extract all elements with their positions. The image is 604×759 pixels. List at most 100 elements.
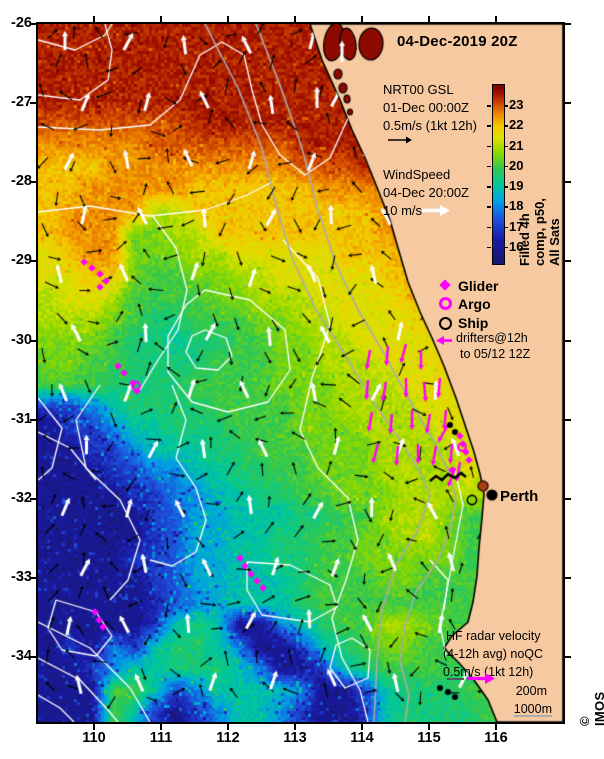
colorbar-tick-label: 22 [509,117,524,133]
colorbar-tick-label: 18 [509,198,524,214]
hf-legend-line3: 0.5m/s (1kt 12h) [443,665,534,679]
glider-legend-label: Glider [458,278,499,294]
map-title: 04-Dec-2019 20Z [397,33,518,50]
colorbar-tick [487,186,491,188]
colorbar-tick-label: 21 [509,137,524,153]
y-axis-label: -30 [11,331,32,348]
x-axis-tick [495,16,497,22]
x-axis-label: 110 [82,730,106,746]
y-axis-tick [565,260,571,263]
x-axis-tick [160,16,162,22]
x-axis-label: 112 [216,730,240,746]
x-axis-tick [227,16,229,22]
colorbar-tick [504,186,508,188]
colorbar-tick [487,125,491,127]
argo-symbol-icon [439,297,452,310]
y-axis-tick [565,418,571,421]
ship-legend-label: Ship [458,315,489,331]
y-axis-label: -33 [11,568,32,585]
isobath-200m-sample-line [447,678,464,680]
y-axis-tick [30,102,36,105]
y-axis-tick [565,497,571,500]
y-axis-tick [30,576,36,579]
drifter-legend-line2: to 05/12 12Z [460,347,531,361]
y-axis-label: -26 [11,15,32,31]
colorbar-tick [504,145,508,148]
colorbar-tick-label: 19 [509,178,524,194]
argo-legend-label: Argo [458,296,491,312]
x-axis-tick [93,16,95,22]
y-axis-tick [565,656,571,658]
gsl-scale-arrow-icon [388,136,412,144]
wind-legend-time: 04-Dec 20:00Z [383,185,469,200]
wind-legend-scale: 10 m/s [383,203,423,218]
x-axis-label: 113 [283,730,307,746]
colorbar-tick-label: 23 [509,97,524,113]
x-axis-label: 115 [417,730,441,746]
colorbar-tick [487,165,491,168]
colorbar-tick [504,246,508,249]
colorbar-tick-label: 20 [509,157,524,173]
y-axis-label: -28 [11,173,32,190]
isobath-200m-label: 200m [515,684,547,698]
gsl-legend-time: 01-Dec 00:00Z [383,100,469,115]
x-axis-tick [93,724,95,730]
y-axis-label: -31 [11,410,32,427]
colorbar-tick [504,226,508,229]
y-axis-tick [565,576,571,579]
colorbar-tick [504,125,508,127]
colorbar-tick [487,206,491,208]
colorbar-tick [504,206,508,208]
y-axis-label: -29 [11,252,32,269]
credit-text: © IMOS 06-Dec-2019 17:03 Hobart [577,691,604,726]
isobath-1000m-sample-line [514,715,552,717]
x-axis-tick [294,724,296,730]
ship-symbol-icon [439,317,452,330]
wind-legend-name: WindSpeed [383,167,451,182]
x-axis-tick [160,724,162,730]
map-plot-area [36,22,565,724]
drifter-symbol-icon [436,336,452,345]
drifter-legend-line1: drifters@12h [456,331,528,345]
sst-map-canvas [38,24,563,722]
colorbar-tick [504,105,508,107]
y-axis-tick [30,260,36,263]
y-axis-tick [30,656,36,658]
y-axis-tick [565,181,571,184]
y-axis-tick [30,497,36,500]
y-axis-label: -27 [11,94,32,111]
colorbar-tick [487,105,491,107]
colorbar-tick [504,165,508,168]
x-axis-label: 116 [484,730,508,746]
x-axis-tick [361,724,363,730]
colorbar-tick-label: 17 [509,218,524,234]
x-axis-tick [428,16,430,22]
y-axis-label: -32 [11,489,32,506]
y-axis-tick [30,181,36,184]
sst-colorbar-label: Filled 4h comp, p50, All Sats [517,198,562,266]
sst-colorbar [492,84,505,265]
x-axis-tick [294,16,296,22]
colorbar-tick [487,246,491,249]
y-axis-tick [565,102,571,105]
colorbar-tick [487,226,491,229]
y-axis-tick [565,339,571,342]
y-axis-tick [30,23,36,25]
y-axis-tick [30,339,36,342]
x-axis-label: 111 [149,730,173,746]
y-axis-label: -34 [11,648,32,664]
hf-scale-arrow-icon [467,673,495,684]
x-axis-tick [227,724,229,730]
y-axis-tick [565,23,571,25]
colorbar-tick [487,145,491,148]
wind-scale-arrow-icon [422,205,450,216]
y-axis-tick [30,418,36,421]
isobath-1000m-label: 1000m [513,702,552,716]
gsl-legend-name: NRT00 GSL [383,82,454,97]
x-axis-tick [495,724,497,730]
x-axis-tick [361,16,363,22]
colorbar-tick-label: 16 [509,238,524,254]
hf-legend-line2: (4-12h avg) noQC [443,647,544,661]
x-axis-label: 114 [350,730,374,746]
hf-legend-line1: HF radar velocity [446,629,541,643]
